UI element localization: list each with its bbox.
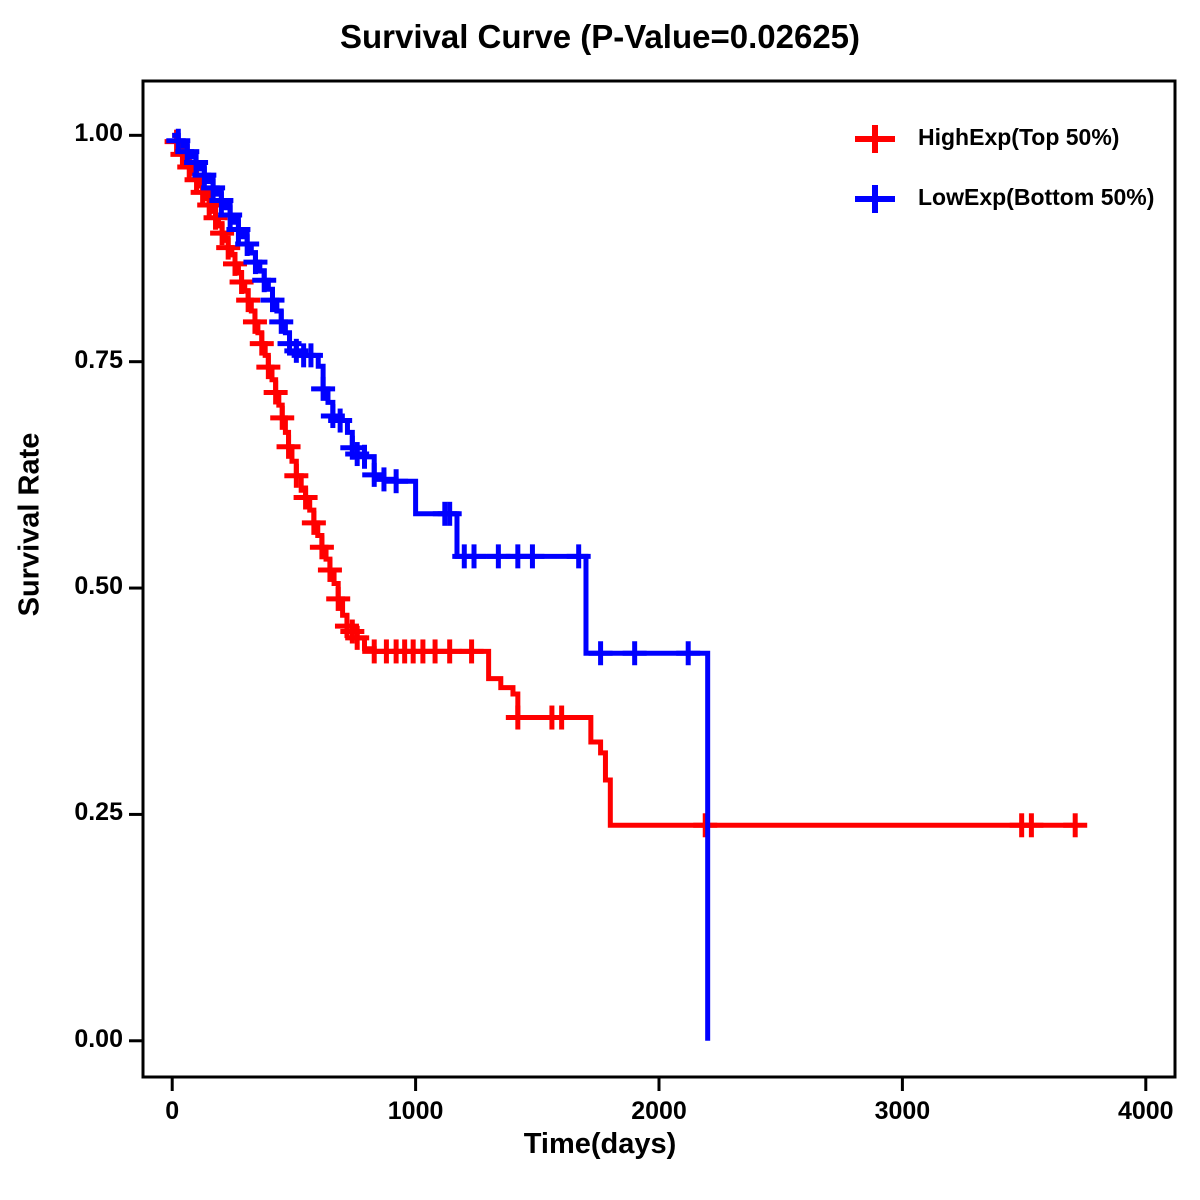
legend-entry-label: HighExp(Top 50%) — [918, 124, 1120, 150]
x-tick-label: 4000 — [1117, 1097, 1174, 1125]
y-tick-label: 0.50 — [74, 572, 123, 601]
step-line — [172, 132, 711, 1041]
x-tick-label: 0 — [165, 1097, 180, 1125]
axes-frame — [141, 79, 1177, 1079]
y-tick-label: 0.00 — [74, 1024, 123, 1053]
x-tick-label: 2000 — [631, 1097, 687, 1125]
series-lines — [164, 128, 1088, 1041]
series-high-exp — [164, 129, 1088, 838]
y-tick-label: 0.25 — [74, 798, 123, 827]
series-low-exp — [166, 128, 711, 1041]
legend-entry-label: LowExp(Bottom 50%) — [918, 184, 1155, 210]
y-tick-label: 0.75 — [74, 345, 123, 374]
legend-markers — [855, 125, 895, 213]
x-tick-label: 3000 — [874, 1097, 931, 1125]
step-line — [172, 132, 1078, 828]
x-axis-label: Time(days) — [523, 1128, 677, 1160]
axis-ticks — [129, 133, 1148, 1091]
page-title: Survival Curve (P-Value=0.02625) — [339, 18, 861, 55]
x-tick-label: 1000 — [387, 1097, 444, 1125]
y-tick-label: 1.00 — [74, 119, 123, 148]
plot-frame — [141, 79, 1177, 1079]
